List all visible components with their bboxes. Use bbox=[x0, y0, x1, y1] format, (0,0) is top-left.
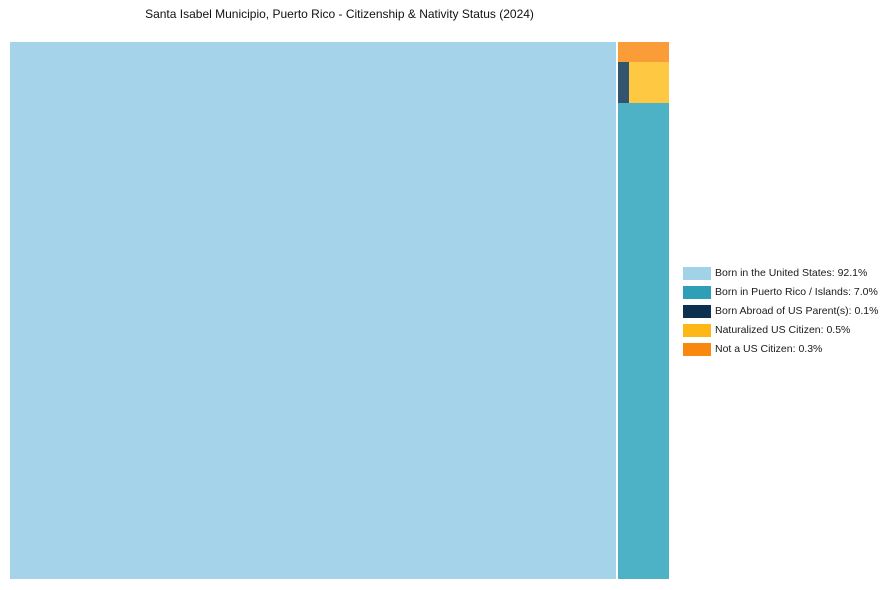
legend-item-born-abroad-of-us-parent-s[interactable]: Born Abroad of US Parent(s): 0.1% bbox=[683, 302, 878, 321]
treemap-tile-born-in-the-united-states[interactable] bbox=[10, 42, 616, 579]
treemap bbox=[10, 42, 669, 579]
legend-item-born-in-the-united-states[interactable]: Born in the United States: 92.1% bbox=[683, 264, 878, 283]
legend-item-naturalized-us-citizen[interactable]: Naturalized US Citizen: 0.5% bbox=[683, 321, 878, 340]
legend-item-born-in-puerto-rico-islands[interactable]: Born in Puerto Rico / Islands: 7.0% bbox=[683, 283, 878, 302]
legend-swatch-icon bbox=[683, 305, 711, 318]
legend-swatch-icon bbox=[683, 286, 711, 299]
treemap-tile-naturalized-us-citizen[interactable] bbox=[629, 62, 669, 103]
legend-swatch-icon bbox=[683, 343, 711, 356]
legend-swatch-icon bbox=[683, 324, 711, 337]
legend-label: Born in Puerto Rico / Islands: 7.0% bbox=[715, 286, 878, 298]
treemap-tile-born-abroad-of-us-parent-s[interactable] bbox=[618, 62, 629, 103]
chart-title: Santa Isabel Municipio, Puerto Rico - Ci… bbox=[145, 7, 534, 21]
treemap-tile-born-in-puerto-rico-islands[interactable] bbox=[618, 103, 669, 579]
legend-item-not-a-us-citizen[interactable]: Not a US Citizen: 0.3% bbox=[683, 340, 878, 359]
legend-label: Naturalized US Citizen: 0.5% bbox=[715, 324, 851, 336]
legend-label: Not a US Citizen: 0.3% bbox=[715, 343, 823, 355]
legend-label: Born Abroad of US Parent(s): 0.1% bbox=[715, 305, 879, 317]
legend-label: Born in the United States: 92.1% bbox=[715, 267, 868, 279]
legend: Born in the United States: 92.1% Born in … bbox=[683, 264, 878, 359]
legend-swatch-icon bbox=[683, 267, 711, 280]
treemap-tile-not-a-us-citizen[interactable] bbox=[618, 42, 669, 62]
